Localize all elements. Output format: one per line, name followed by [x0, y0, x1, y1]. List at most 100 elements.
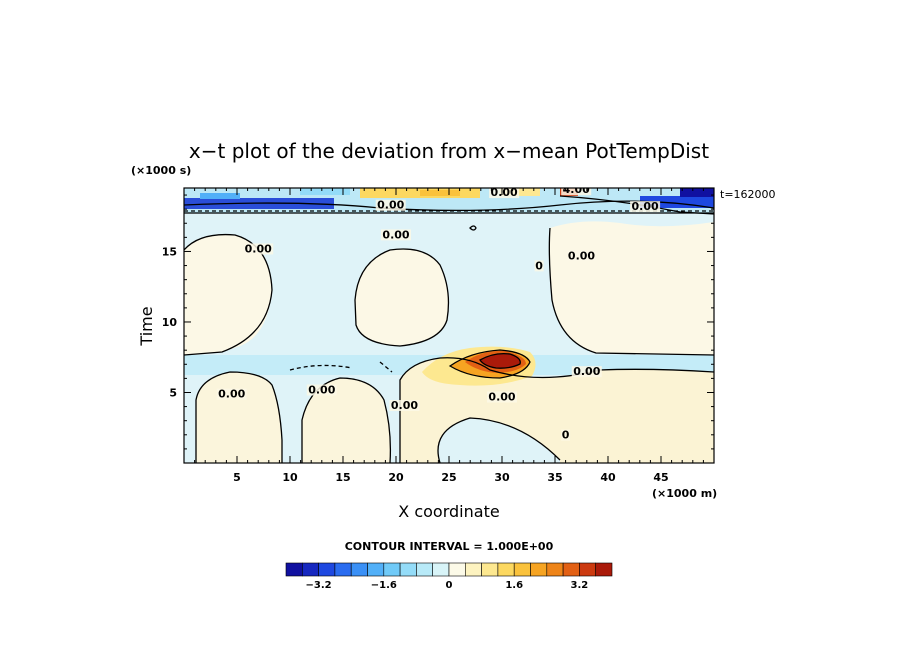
contour-label: 0.00	[491, 186, 518, 199]
contour-small-loop	[469, 225, 477, 231]
colorbar-swatch	[481, 562, 499, 577]
colorbar-tick-label: 1.6	[505, 580, 523, 591]
colorbar-swatch	[562, 562, 580, 577]
colorbar-swatch	[464, 562, 482, 577]
colorbar-swatch	[432, 562, 450, 577]
colorbar-swatch	[595, 562, 613, 577]
colorbar-swatch	[301, 562, 319, 577]
contour-label-bg	[561, 188, 592, 196]
colorbar-swatch	[334, 562, 352, 577]
x-tick-label: 15	[335, 471, 350, 484]
contour-label-bg	[243, 243, 274, 255]
x-axis-unit: (×1000 m)	[652, 487, 717, 500]
contour-warm-center	[301, 377, 392, 463]
contour-label: 0.00	[632, 200, 659, 213]
cream-cell-left	[184, 234, 272, 355]
x-tick-label: 10	[282, 471, 298, 484]
cream-cell-center	[355, 249, 449, 346]
contour-label-bg	[561, 429, 571, 441]
colorbar-swatch	[416, 562, 433, 577]
plot-area: 0.00 0.00 0.00 0 0.00 0.00 0.00 4.00 0.00 0.00 0.0…	[184, 183, 714, 463]
cool-channel	[438, 418, 560, 463]
upper-cold-5	[300, 188, 350, 195]
contour-cool-channel	[437, 417, 561, 463]
colorbar-swatch	[513, 562, 531, 577]
contour-zero-center-cell	[354, 248, 450, 347]
x-axis-label: X coordinate	[398, 502, 499, 521]
warm-region-center	[302, 378, 391, 463]
contour-label: 4.00	[563, 183, 590, 196]
contour-label-bg	[571, 366, 602, 378]
colorbar-swatch	[399, 562, 417, 577]
contour-label-bg	[489, 188, 520, 199]
contour-label: 0.00	[218, 388, 245, 401]
time-stamp: t=162000	[720, 188, 776, 201]
contour-label: 0	[535, 259, 543, 272]
y-axis: 5 10 15	[162, 194, 714, 450]
contour-interval-label: CONTOUR INTERVAL = 1.000E+00	[345, 540, 554, 553]
y-axis-label: Time	[137, 306, 156, 346]
contour-warm-right	[399, 357, 714, 463]
contour-label: 0.00	[573, 365, 600, 378]
contour-label-bg	[534, 260, 544, 272]
contour-label: 0.00	[382, 228, 409, 241]
x-tick-label: 45	[653, 471, 668, 484]
chart-title: x−t plot of the deviation from x−mean Po…	[189, 139, 709, 163]
upper-warm-2	[420, 190, 460, 196]
colorbar-swatch	[497, 562, 515, 577]
contour-plume-core	[479, 352, 521, 369]
colorbar: −3.2 −1.6 0 1.6 3.2	[285, 562, 613, 591]
contour-label-bg	[216, 388, 247, 400]
x-tick-label: 35	[547, 471, 562, 484]
colorbar-tick-label: −3.2	[306, 580, 332, 591]
x-axis: 5 10 15 20 25 30 35 40 45	[194, 188, 704, 484]
contour-label: 0.00	[377, 199, 404, 212]
contour-label: 0.00	[391, 399, 418, 412]
plume-core	[480, 353, 521, 369]
contour-warm-left	[195, 371, 283, 463]
warm-region-left	[196, 372, 282, 463]
y-axis-unit: (×1000 s)	[131, 164, 191, 177]
contour-label-bg	[630, 201, 661, 213]
contour-label: 0.00	[308, 383, 335, 396]
colorbar-swatch	[383, 562, 401, 577]
x-tick-label: 5	[233, 471, 241, 484]
cream-cell-right	[549, 221, 714, 355]
contour-neg-dashed	[184, 210, 714, 373]
contour-label-bg	[306, 384, 337, 396]
colorbar-swatch	[579, 562, 597, 577]
colorbar-tick-label: 0	[446, 580, 453, 591]
contour-label: 0.00	[245, 242, 272, 255]
x-tick-label: 25	[441, 471, 456, 484]
contour-label-bg	[389, 400, 420, 411]
contour-label-bg	[566, 250, 597, 262]
colorbar-swatch	[318, 562, 336, 577]
contour-zero-left-cell	[184, 233, 273, 356]
x-tick-label: 40	[600, 471, 616, 484]
contour-label: 0	[562, 429, 570, 442]
colorbar-swatch	[530, 562, 548, 577]
colorbar-swatch	[448, 562, 466, 577]
upper-cold-2	[200, 193, 240, 199]
contour-label: 0.00	[568, 250, 595, 263]
y-tick-label: 10	[162, 316, 178, 329]
x-tick-label: 20	[388, 471, 404, 484]
contour-plume	[448, 349, 531, 379]
contour-label: 0.00	[488, 391, 515, 404]
contour-label-bg	[375, 199, 406, 211]
y-tick-label: 5	[169, 386, 177, 399]
colorbar-tick-label: 3.2	[571, 580, 589, 591]
x-tick-label: 30	[494, 471, 510, 484]
colorbar-swatch	[285, 562, 303, 577]
upper-cold-4	[680, 188, 714, 197]
upper-warm-3	[500, 188, 540, 196]
contour-label-bg	[381, 229, 411, 241]
y-tick-label: 15	[162, 245, 177, 258]
contour-label-bg	[487, 391, 517, 403]
contour-label-layer: 0.00 0.00 0.00 0 0.00 0.00 0.00 4.00 0.00 0.00 0.0…	[216, 183, 661, 442]
contour-zero-right-cell	[548, 227, 714, 356]
colorbar-swatch	[350, 562, 368, 577]
colorbar-swatch	[367, 562, 385, 577]
colorbar-swatch	[546, 562, 564, 577]
